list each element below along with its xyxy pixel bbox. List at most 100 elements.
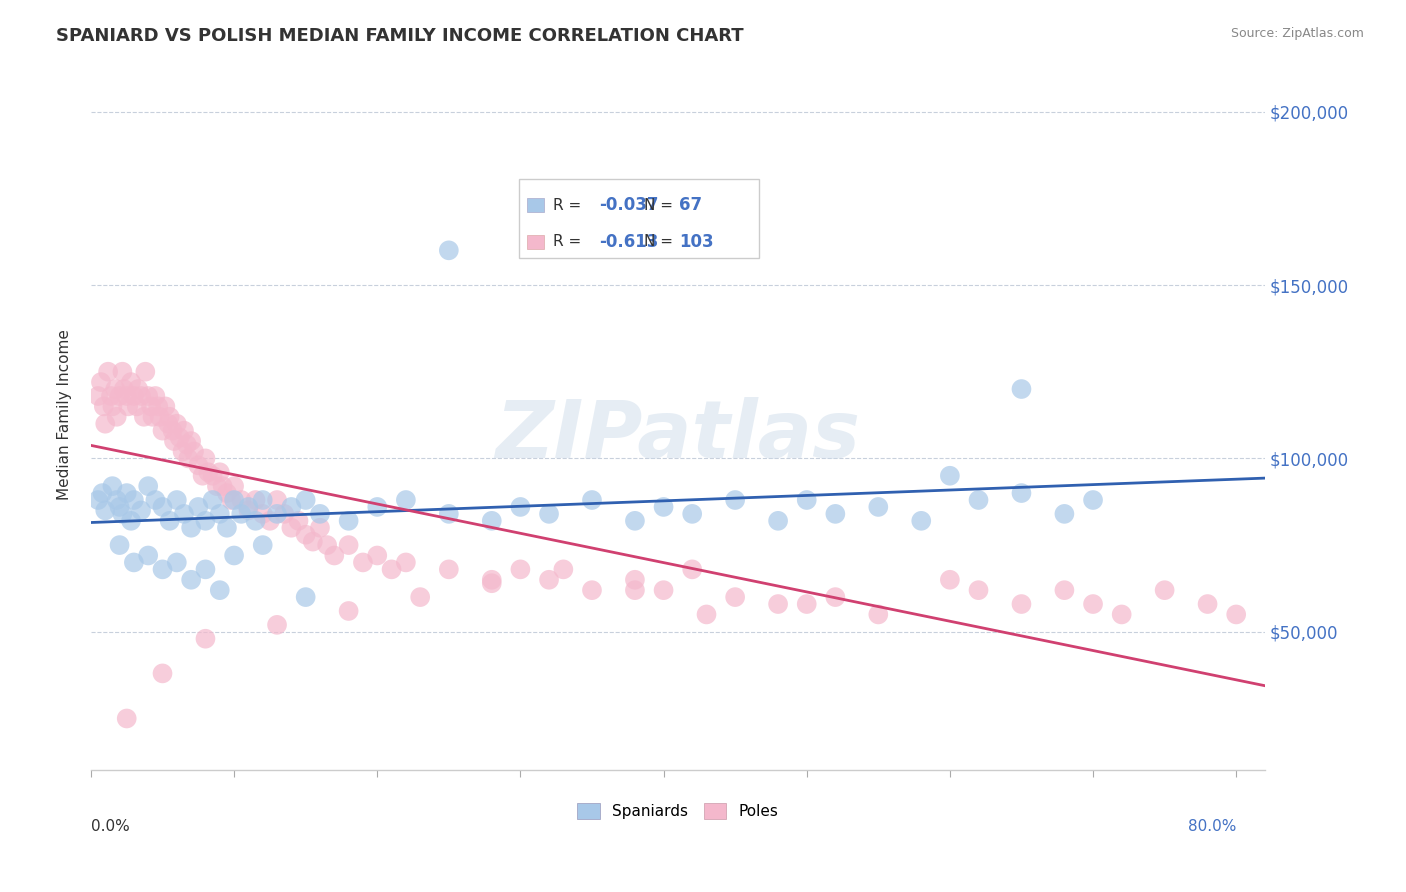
Point bbox=[187, 458, 209, 473]
Point bbox=[624, 573, 647, 587]
FancyBboxPatch shape bbox=[519, 179, 759, 258]
Point bbox=[1011, 597, 1033, 611]
Point bbox=[141, 409, 163, 424]
Point bbox=[681, 507, 703, 521]
Point bbox=[1081, 597, 1104, 611]
Point bbox=[87, 493, 110, 508]
Point bbox=[395, 556, 418, 570]
Point bbox=[337, 604, 360, 618]
Point bbox=[1153, 583, 1175, 598]
Point bbox=[125, 400, 148, 414]
Point bbox=[581, 583, 603, 598]
Point bbox=[1053, 583, 1076, 598]
Point bbox=[108, 389, 131, 403]
Point bbox=[724, 590, 747, 604]
Point bbox=[252, 493, 274, 508]
Point bbox=[166, 417, 188, 431]
Point bbox=[294, 493, 316, 508]
Point bbox=[173, 424, 195, 438]
Point bbox=[152, 424, 174, 438]
Point bbox=[481, 514, 503, 528]
Point bbox=[97, 365, 120, 379]
Point bbox=[177, 451, 200, 466]
Point bbox=[120, 375, 142, 389]
Point bbox=[309, 507, 332, 521]
Point bbox=[309, 521, 332, 535]
Point bbox=[201, 493, 224, 508]
Point bbox=[266, 493, 288, 508]
Point bbox=[211, 479, 233, 493]
Point bbox=[1197, 597, 1219, 611]
Point bbox=[197, 465, 219, 479]
Text: Source: ZipAtlas.com: Source: ZipAtlas.com bbox=[1230, 27, 1364, 40]
Point bbox=[222, 549, 245, 563]
Point bbox=[222, 493, 245, 508]
Point bbox=[238, 503, 260, 517]
Point bbox=[143, 389, 166, 403]
Point bbox=[910, 514, 932, 528]
Text: -0.613: -0.613 bbox=[599, 233, 658, 251]
Point bbox=[136, 389, 159, 403]
Point bbox=[337, 514, 360, 528]
Point bbox=[152, 500, 174, 514]
Point bbox=[162, 424, 184, 438]
Point bbox=[112, 382, 135, 396]
Point bbox=[183, 444, 205, 458]
Point bbox=[409, 590, 432, 604]
Point bbox=[967, 493, 990, 508]
Point bbox=[176, 437, 198, 451]
Y-axis label: Median Family Income: Median Family Income bbox=[58, 330, 72, 500]
Point bbox=[537, 573, 560, 587]
Point bbox=[231, 507, 253, 521]
Point bbox=[287, 514, 309, 528]
Point bbox=[509, 562, 531, 576]
Point bbox=[824, 507, 846, 521]
Point bbox=[231, 493, 253, 508]
Point bbox=[1225, 607, 1247, 622]
Point bbox=[1011, 486, 1033, 500]
Point bbox=[280, 521, 302, 535]
Point bbox=[101, 479, 124, 493]
Point bbox=[194, 632, 217, 646]
Point bbox=[294, 527, 316, 541]
Point bbox=[323, 549, 346, 563]
Point bbox=[111, 365, 134, 379]
Point bbox=[105, 493, 128, 508]
Point bbox=[100, 389, 122, 403]
Point bbox=[509, 500, 531, 514]
Point bbox=[115, 711, 138, 725]
Point bbox=[301, 534, 323, 549]
Point bbox=[352, 556, 374, 570]
Point bbox=[205, 479, 228, 493]
Text: 0.0%: 0.0% bbox=[91, 819, 129, 834]
Point bbox=[219, 493, 242, 508]
Point bbox=[581, 493, 603, 508]
Point bbox=[967, 583, 990, 598]
Point bbox=[132, 409, 155, 424]
Point bbox=[208, 507, 231, 521]
Point bbox=[1011, 382, 1033, 396]
Point bbox=[245, 493, 267, 508]
Point bbox=[166, 493, 188, 508]
Point bbox=[104, 382, 127, 396]
Point bbox=[681, 562, 703, 576]
Point bbox=[259, 514, 281, 528]
Point bbox=[87, 389, 110, 403]
Point bbox=[208, 583, 231, 598]
Point bbox=[122, 389, 145, 403]
Point bbox=[395, 493, 418, 508]
Point bbox=[1081, 493, 1104, 508]
Point bbox=[120, 514, 142, 528]
Point bbox=[101, 400, 124, 414]
Point bbox=[766, 514, 789, 528]
Point bbox=[159, 514, 181, 528]
Point bbox=[194, 451, 217, 466]
Point bbox=[766, 597, 789, 611]
Text: 80.0%: 80.0% bbox=[1188, 819, 1236, 834]
Point bbox=[191, 468, 214, 483]
Point bbox=[122, 556, 145, 570]
Point bbox=[868, 500, 890, 514]
Point bbox=[266, 618, 288, 632]
Text: ZIPatlas: ZIPatlas bbox=[495, 397, 860, 475]
Point bbox=[180, 434, 202, 448]
